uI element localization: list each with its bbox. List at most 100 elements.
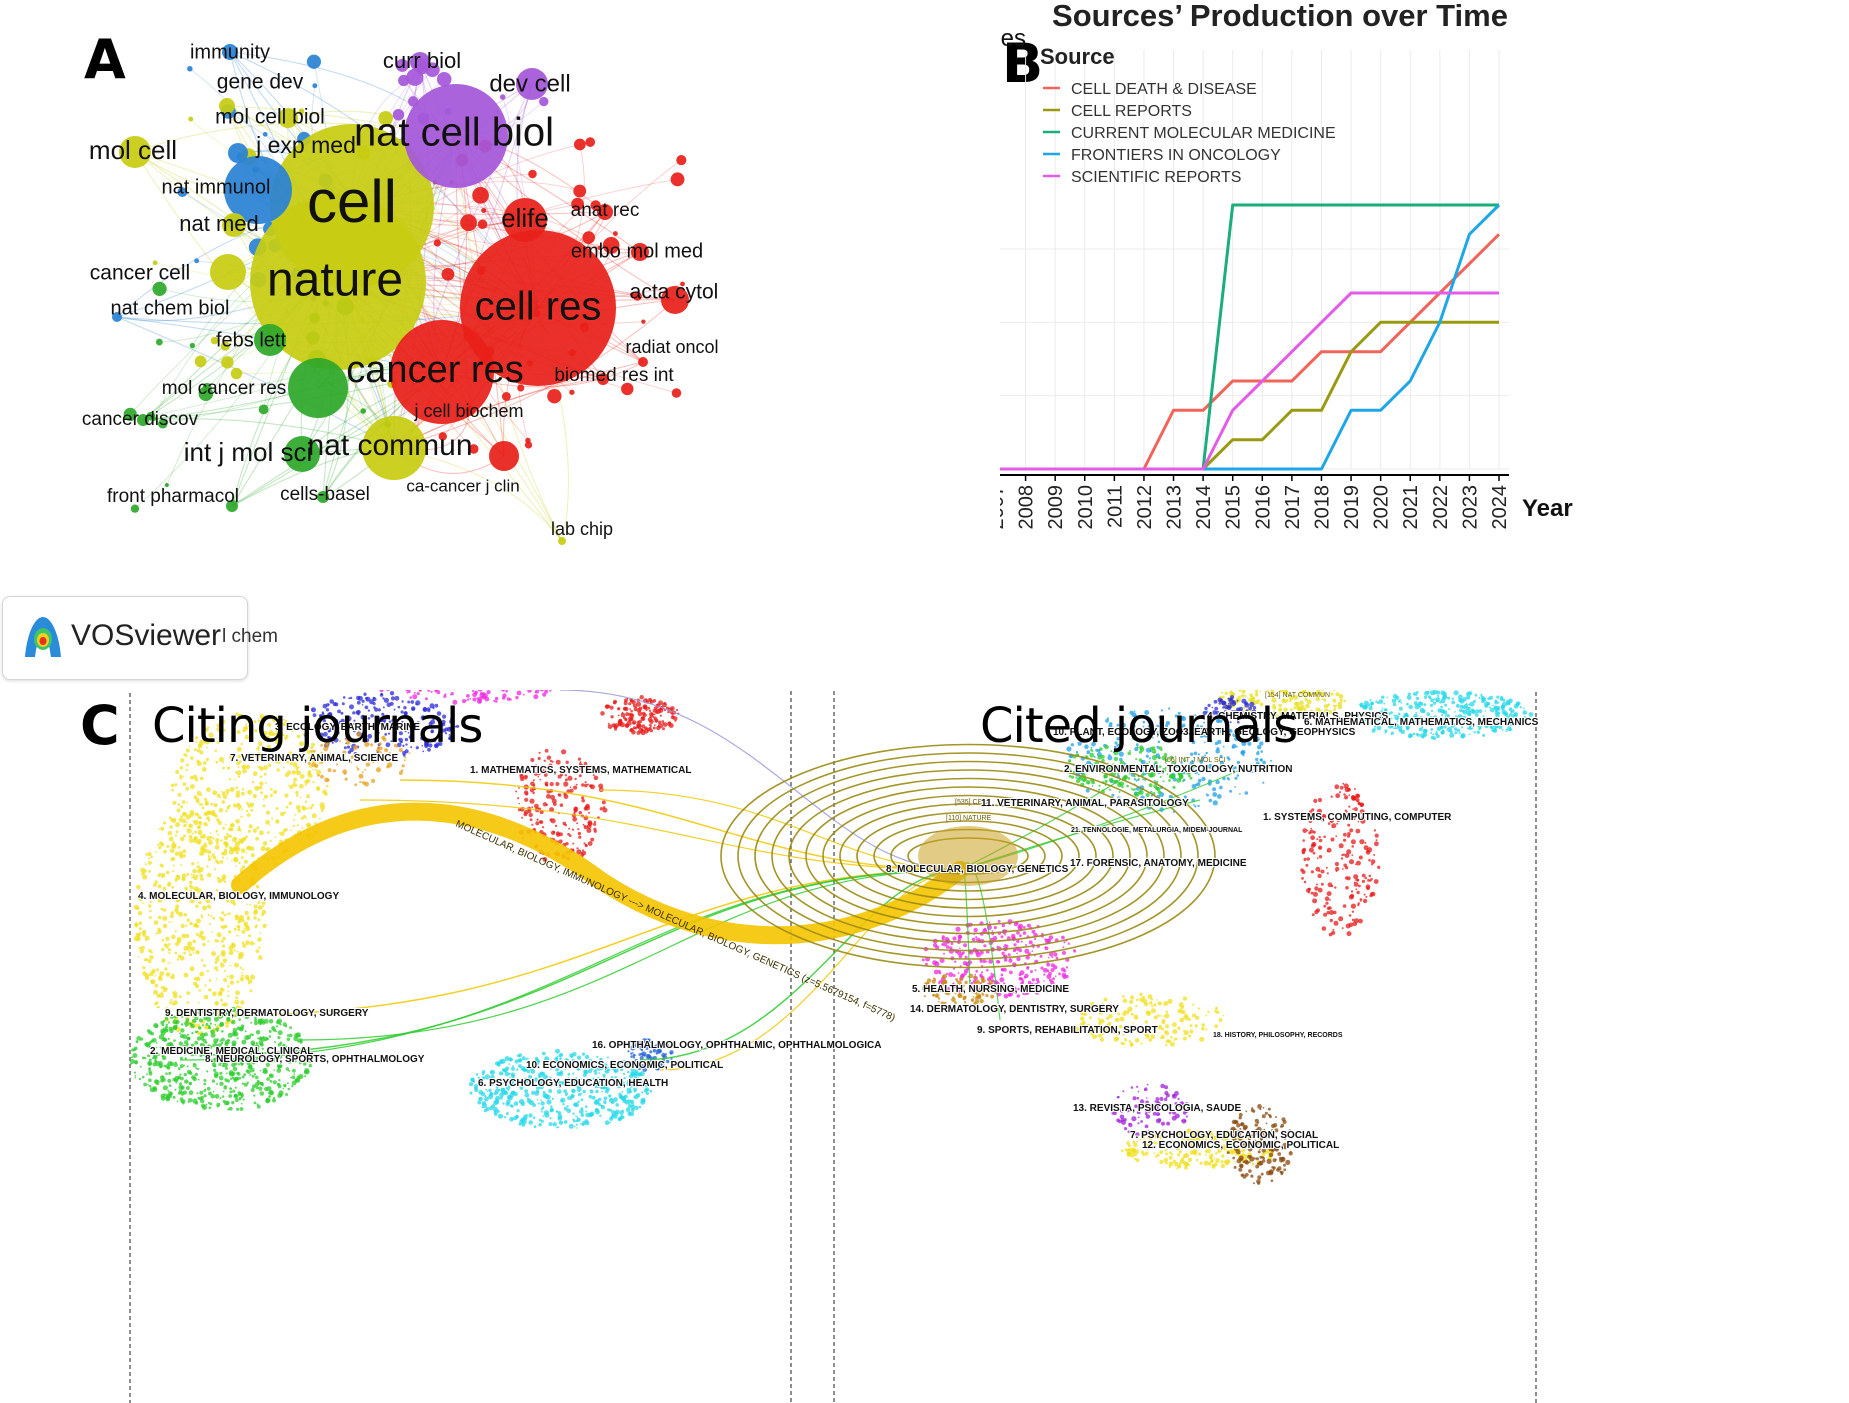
- network-node-mol-cancer-res[interactable]: [288, 358, 348, 418]
- network-node-cancer-res[interactable]: [390, 320, 494, 424]
- network-node-immunity[interactable]: [222, 44, 238, 60]
- network-node-minor: [671, 388, 682, 398]
- journal-point: [1311, 841, 1317, 847]
- network-node-curr-biol[interactable]: [410, 52, 430, 72]
- network-node-nat-cell-biol[interactable]: [404, 84, 508, 188]
- journal-point: [183, 951, 186, 955]
- journal-point: [503, 1090, 508, 1094]
- network-label-embo-mol-med: embo mol med: [571, 240, 703, 262]
- journal-point: [586, 824, 592, 829]
- vosviewer-badge[interactable]: VOSviewer: [2, 596, 248, 680]
- journal-point: [180, 1023, 184, 1026]
- network-node-mol-cell-biol[interactable]: [278, 108, 298, 128]
- journal-point: [167, 1021, 170, 1024]
- network-label-nat-med: nat med: [179, 211, 259, 236]
- network-node-radiat-oncol[interactable]: [638, 357, 648, 367]
- journal-point: [217, 833, 220, 836]
- journal-point: [193, 1062, 196, 1065]
- journal-point: [200, 914, 203, 917]
- journal-point: [262, 720, 265, 723]
- network-node-nat-commun[interactable]: [362, 416, 426, 480]
- network-node-int-j-mol-sci[interactable]: [284, 436, 320, 472]
- journal-point: [289, 784, 294, 790]
- journal-point: [221, 856, 225, 859]
- network-node-febs-lett[interactable]: [254, 324, 286, 356]
- journal-point: [209, 1022, 212, 1025]
- journal-point: [304, 800, 308, 803]
- network-label-elife: elife: [501, 203, 549, 233]
- journal-point: [640, 716, 646, 722]
- journal-point: [306, 807, 309, 810]
- network-node-j-cell-biochem[interactable]: [465, 406, 475, 416]
- journal-point: [1339, 698, 1343, 702]
- network-node-acta-cytol[interactable]: [661, 286, 689, 314]
- journal-point: [290, 1076, 292, 1079]
- journal-point: [232, 726, 236, 730]
- journal-point: [332, 720, 336, 724]
- journal-point: [203, 797, 207, 801]
- journal-point: [585, 1110, 587, 1113]
- network-node-mol-cell[interactable]: [119, 136, 151, 168]
- network-node-minor: [152, 260, 158, 266]
- journal-point: [256, 1104, 261, 1109]
- chart-xtick-label: 2015: [1223, 485, 1245, 530]
- network-node-dev-cell[interactable]: [516, 68, 548, 100]
- journal-point: [203, 994, 209, 1000]
- network-node-nat-med[interactable]: [222, 213, 246, 237]
- journal-point: [1373, 879, 1379, 884]
- journal-point: [299, 741, 304, 747]
- network-node-minor: [395, 58, 409, 72]
- journal-point: [649, 712, 654, 717]
- journal-point: [237, 928, 241, 932]
- network-node-anat-rec[interactable]: [597, 204, 613, 220]
- journal-point: [185, 748, 190, 753]
- network-node-cancer-cell[interactable]: [210, 254, 246, 290]
- journal-point: [295, 794, 299, 797]
- network-node-cells-basel[interactable]: [317, 491, 329, 503]
- journal-point: [563, 1120, 568, 1124]
- network-node-embo-mol-med[interactable]: [631, 243, 649, 261]
- journal-point: [1103, 774, 1106, 778]
- journal-point: [233, 836, 237, 840]
- network-node-j-exp-med[interactable]: [228, 143, 248, 163]
- journal-point: [216, 1039, 219, 1042]
- network-node-cancer-discov[interactable]: [137, 414, 149, 426]
- journal-point: [381, 712, 385, 716]
- journal-point: [1447, 696, 1451, 700]
- network-node-elife[interactable]: [503, 198, 547, 242]
- journal-point: [207, 819, 211, 822]
- journal-point: [214, 868, 217, 871]
- journal-point: [260, 791, 264, 795]
- network-node-nat-immunol[interactable]: [224, 156, 292, 224]
- journal-point: [570, 1093, 575, 1098]
- journal-point: [1400, 701, 1403, 704]
- journal-point: [235, 793, 241, 798]
- journal-point: [175, 822, 181, 828]
- network-label-front-pharmacol: front pharmacol: [107, 486, 239, 507]
- journal-point: [1432, 733, 1435, 736]
- network-node-nat-chem-biol[interactable]: [112, 312, 122, 322]
- journal-point: [557, 1114, 563, 1120]
- journal-point: [221, 1095, 225, 1098]
- network-node-minor: [194, 258, 200, 264]
- network-node-lab-chip[interactable]: [558, 537, 566, 545]
- journal-point: [549, 782, 554, 787]
- journal-point: [534, 788, 536, 791]
- network-node-front-pharmacol[interactable]: [226, 500, 238, 512]
- journal-point: [279, 1093, 283, 1097]
- network-label-gene-dev: gene dev: [217, 71, 304, 94]
- network-node-ca-cancer-j-clin[interactable]: [489, 441, 519, 471]
- journal-point: [1098, 788, 1101, 791]
- journal-point: [642, 1099, 646, 1102]
- journal-point: [255, 836, 259, 841]
- journal-point: [477, 1100, 482, 1105]
- journal-point: [280, 831, 285, 837]
- journal-point: [549, 767, 554, 772]
- network-node-cell[interactable]: [270, 124, 434, 288]
- journal-point: [249, 757, 254, 762]
- journal-point: [193, 820, 199, 826]
- network-node-gene-dev[interactable]: [219, 98, 235, 114]
- network-node-cell-res[interactable]: [460, 230, 616, 386]
- journal-point: [543, 1110, 550, 1116]
- network-node-biomed-res-int[interactable]: [597, 373, 609, 385]
